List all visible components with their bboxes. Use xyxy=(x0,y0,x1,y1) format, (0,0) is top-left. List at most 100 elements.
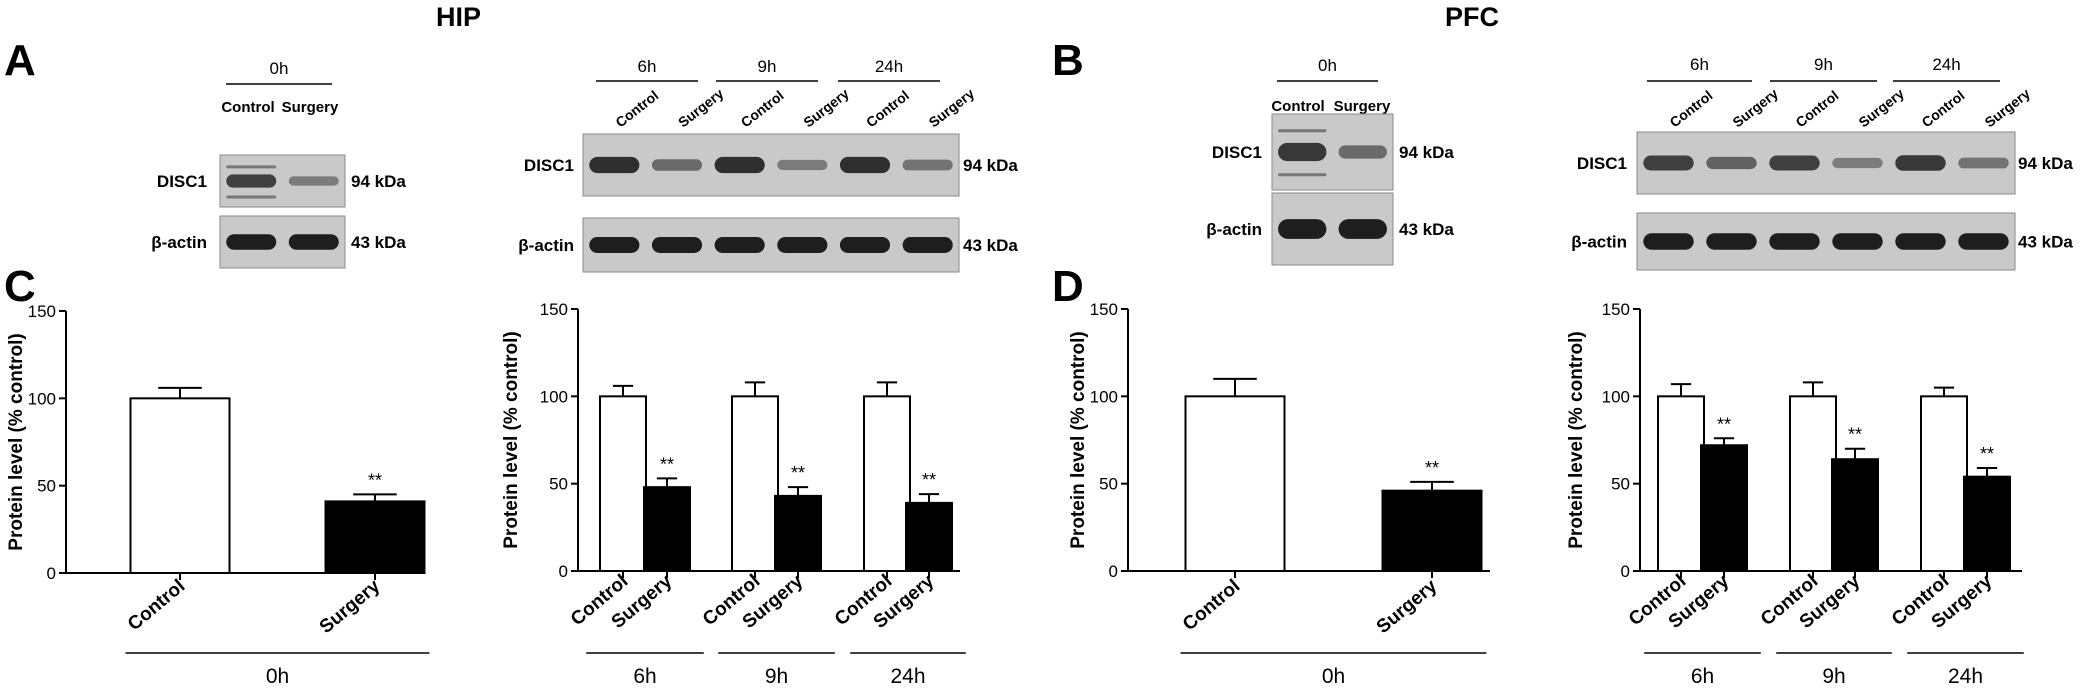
x-category-label: Surgery xyxy=(1373,575,1442,638)
blot-band xyxy=(839,156,891,174)
blot-kda-label: 43 kDa xyxy=(963,236,1018,255)
blot-band xyxy=(1338,219,1387,239)
blot-band xyxy=(288,234,339,250)
blot-band xyxy=(651,237,703,253)
bar xyxy=(1381,489,1483,572)
bar xyxy=(774,494,822,573)
y-tick-label: 50 xyxy=(549,475,568,494)
bar xyxy=(1700,444,1748,572)
blot-protein-label: β-actin xyxy=(151,233,207,252)
blot-membrane xyxy=(582,133,960,197)
blot-band xyxy=(1706,233,1757,250)
blot-band xyxy=(226,165,277,169)
blot-band xyxy=(1895,155,1946,171)
group-label: 0h xyxy=(1322,665,1345,688)
blot-lane-label: Surgery xyxy=(1334,98,1391,115)
blot-band xyxy=(589,237,640,253)
y-tick-label: 50 xyxy=(1099,475,1118,494)
blot-band xyxy=(714,237,765,253)
blot-band xyxy=(1338,145,1387,159)
bar xyxy=(905,501,953,573)
blot-kda-label: 94 kDa xyxy=(2018,154,2073,173)
blot-lane-label: Control xyxy=(1918,87,1967,130)
blot-kda-label: 43 kDa xyxy=(2018,233,2073,252)
blot-b-0h: 0h Control Surgery DISC1 94 kDa β-actin 43 kDa xyxy=(1206,56,1454,266)
blot-protein-label: β-actin xyxy=(1206,220,1262,239)
bar xyxy=(1831,458,1879,573)
y-tick-label: 100 xyxy=(1602,387,1630,406)
blot-band xyxy=(1706,156,1757,170)
blot-protein-label: DISC1 xyxy=(1577,154,1627,173)
blot-band xyxy=(1895,233,1946,250)
blot-lane-label: Surgery xyxy=(675,85,727,130)
group-label: 24h xyxy=(890,665,925,688)
significance-label: ** xyxy=(660,454,674,474)
region-title-pfc: PFC xyxy=(1445,2,1499,32)
blot-band xyxy=(1832,157,1883,169)
blot-band xyxy=(1643,233,1694,250)
group-label: 9h xyxy=(1822,665,1845,688)
blot-protein-label: DISC1 xyxy=(157,172,207,191)
blot-band xyxy=(1643,155,1694,171)
blot-band xyxy=(839,237,891,253)
panel-letter-a: A xyxy=(4,36,36,85)
blot-protein-label: β-actin xyxy=(1571,233,1627,252)
bar xyxy=(1963,475,2011,572)
blot-time-label: 0h xyxy=(1318,56,1337,75)
blot-band xyxy=(1278,219,1327,239)
bar xyxy=(599,395,647,573)
blot-kda-label: 43 kDa xyxy=(351,233,406,252)
blot-protein-label: DISC1 xyxy=(1212,143,1262,162)
bar xyxy=(324,500,426,574)
y-tick-label: 100 xyxy=(540,387,568,406)
blot-lane-label: Surgery xyxy=(282,99,339,116)
blot-lane-label: Control xyxy=(738,87,787,130)
blot-lane-label: Control xyxy=(1271,98,1324,115)
group-label: 24h xyxy=(1948,665,1983,688)
significance-label: ** xyxy=(1848,425,1862,445)
blot-band xyxy=(288,176,339,186)
x-category-label: Control xyxy=(124,576,189,636)
bar xyxy=(129,397,231,575)
blot-time-label: 9h xyxy=(758,57,777,76)
blot-band xyxy=(902,237,953,253)
y-tick-label: 0 xyxy=(1621,562,1630,581)
blot-time-label: 0h xyxy=(270,59,289,78)
significance-label: ** xyxy=(1980,444,1994,464)
blot-membrane xyxy=(1636,212,2016,271)
significance-label: ** xyxy=(791,463,805,483)
blot-band xyxy=(589,156,640,174)
bar xyxy=(1184,395,1286,573)
blot-band xyxy=(1278,142,1327,162)
blot-band xyxy=(226,195,277,199)
group-label: 0h xyxy=(266,665,289,688)
blot-protein-label: DISC1 xyxy=(524,156,574,175)
blot-band xyxy=(1278,173,1327,177)
blot-band xyxy=(1278,129,1327,133)
y-tick-label: 150 xyxy=(1090,300,1118,319)
blot-a-time: 6h 9h 24h Control Surgery Control Surgery Contr… xyxy=(518,57,1018,273)
panel-letter-c: C xyxy=(4,262,36,311)
significance-label: ** xyxy=(1425,458,1439,478)
blot-lane-label: Control xyxy=(221,99,274,116)
blot-b-time: 6h 9h 24h Control Surgery Control Surgery Contr… xyxy=(1571,55,2073,271)
blot-lane-label: Control xyxy=(863,87,912,130)
blot-time-label: 6h xyxy=(638,57,657,76)
group-label: 9h xyxy=(765,665,788,688)
blot-band xyxy=(1769,155,1820,171)
blot-kda-label: 94 kDa xyxy=(963,156,1018,175)
y-tick-label: 100 xyxy=(1090,387,1118,406)
blot-band xyxy=(777,237,828,253)
x-category-label: Surgery xyxy=(316,575,385,638)
blot-band xyxy=(1832,233,1883,250)
y-axis-label: Protein level (% control) xyxy=(1566,331,1587,548)
y-axis-label: Protein level (% control) xyxy=(501,331,522,548)
blot-a-0h: 0h Control Surgery DISC1 94 kDa β-actin 43 kDa xyxy=(151,59,406,269)
significance-label: ** xyxy=(368,470,382,490)
blot-time-label: 9h xyxy=(1814,55,1833,74)
blot-lane-label: Surgery xyxy=(926,85,978,130)
y-tick-label: 0 xyxy=(1109,562,1118,581)
blot-time-label: 24h xyxy=(875,57,903,76)
blot-band xyxy=(1958,157,2009,169)
blot-band xyxy=(777,159,828,171)
